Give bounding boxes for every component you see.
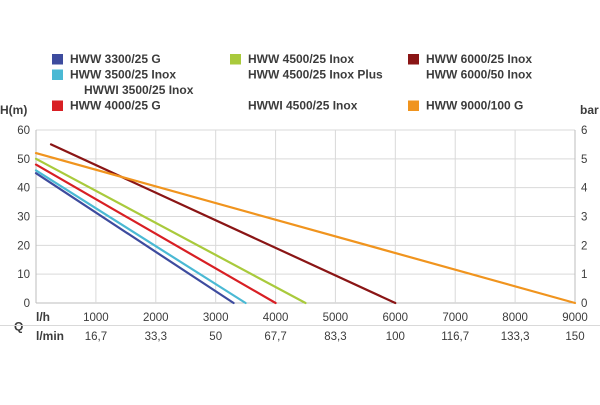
svg-text:133,3: 133,3 [501, 331, 530, 343]
svg-text:3000: 3000 [203, 312, 229, 324]
svg-text:l/h: l/h [36, 310, 50, 324]
svg-text:40: 40 [17, 183, 30, 195]
svg-text:HWW 4000/25 G: HWW 4000/25 G [70, 99, 161, 113]
svg-text:6000: 6000 [383, 312, 409, 324]
svg-text:HWW 6000/25 Inox: HWW 6000/25 Inox [426, 52, 532, 66]
svg-text:67,7: 67,7 [264, 331, 286, 343]
svg-text:HWW 4500/25 Inox: HWW 4500/25 Inox [248, 52, 354, 66]
svg-text:2: 2 [581, 240, 587, 252]
svg-text:50: 50 [209, 331, 222, 343]
svg-text:HWWI 4500/25 Inox: HWWI 4500/25 Inox [248, 99, 358, 113]
svg-text:150: 150 [565, 331, 584, 343]
svg-text:20: 20 [17, 240, 30, 252]
svg-text:116,7: 116,7 [441, 331, 469, 343]
svg-text:0: 0 [581, 298, 587, 310]
svg-text:7000: 7000 [442, 312, 468, 324]
svg-text:10: 10 [17, 269, 30, 281]
svg-text:9000: 9000 [562, 312, 588, 324]
svg-text:HWW 3500/25 Inox: HWW 3500/25 Inox [70, 68, 176, 82]
svg-text:H(m): H(m) [0, 103, 27, 117]
svg-text:1: 1 [581, 269, 587, 281]
svg-text:bar: bar [580, 103, 599, 117]
svg-text:83,3: 83,3 [324, 331, 346, 343]
svg-text:Q: Q [14, 320, 23, 334]
svg-text:HWWI 3500/25 Inox: HWWI 3500/25 Inox [84, 83, 194, 97]
svg-text:l/min: l/min [36, 329, 64, 343]
svg-text:5: 5 [581, 154, 587, 166]
svg-text:30: 30 [17, 212, 30, 224]
svg-text:16,7: 16,7 [85, 331, 107, 343]
svg-text:8000: 8000 [502, 312, 528, 324]
svg-text:4000: 4000 [263, 312, 289, 324]
svg-text:33,3: 33,3 [145, 331, 167, 343]
svg-text:6: 6 [581, 125, 587, 137]
svg-text:HWW 6000/50 Inox: HWW 6000/50 Inox [426, 68, 532, 82]
svg-text:3: 3 [581, 212, 587, 224]
svg-text:HWW 9000/100 G: HWW 9000/100 G [426, 99, 523, 113]
svg-text:2000: 2000 [143, 312, 169, 324]
svg-text:HWW 3300/25 G: HWW 3300/25 G [70, 52, 161, 66]
svg-text:5000: 5000 [323, 312, 349, 324]
svg-text:60: 60 [17, 125, 30, 137]
svg-text:50: 50 [17, 154, 30, 166]
svg-text:1000: 1000 [83, 312, 109, 324]
svg-text:4: 4 [581, 183, 588, 195]
svg-text:0: 0 [24, 298, 30, 310]
svg-text:HWW 4500/25 Inox Plus: HWW 4500/25 Inox Plus [248, 68, 383, 82]
svg-text:100: 100 [386, 331, 405, 343]
